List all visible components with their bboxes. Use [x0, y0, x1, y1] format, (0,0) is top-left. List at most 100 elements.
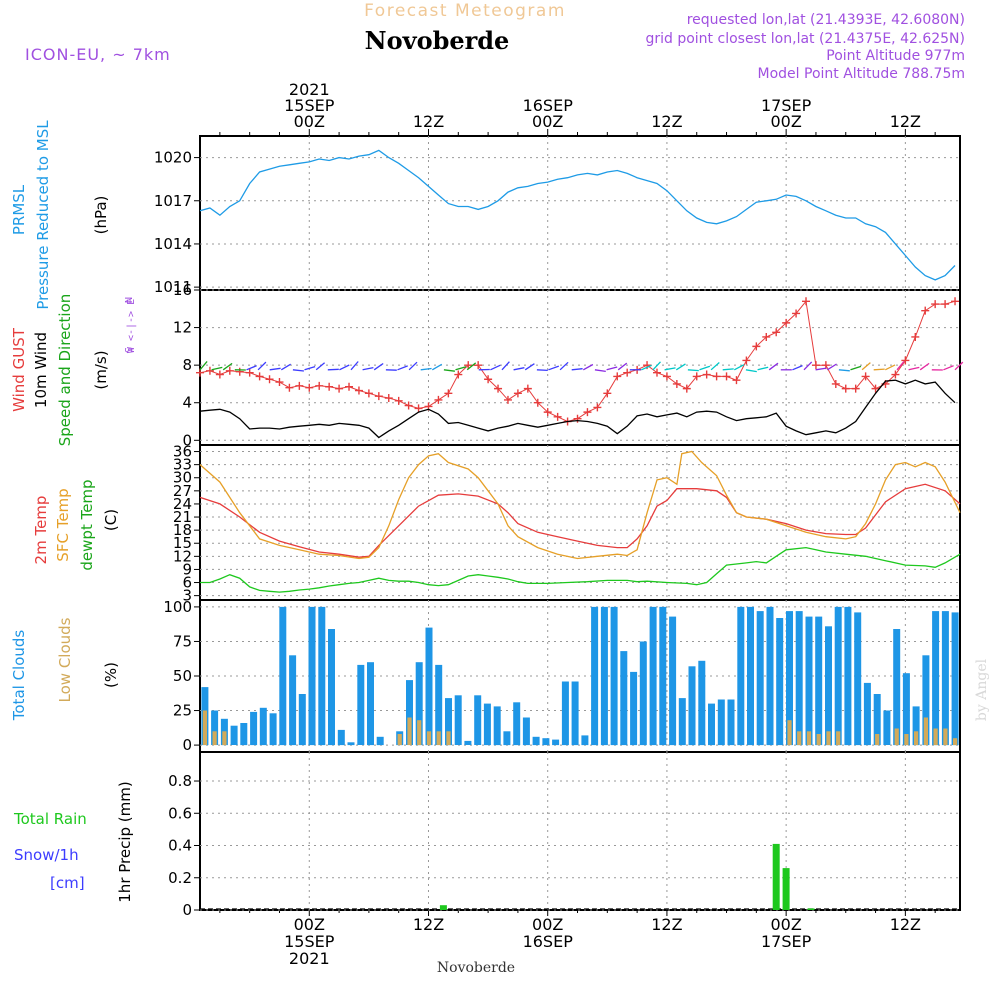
wind-arrow [838, 369, 850, 372]
gust-marker [752, 342, 761, 351]
time-label-top: 12Z [890, 112, 921, 131]
total-cloud-bar [951, 612, 959, 746]
total-cloud-bar [902, 673, 910, 746]
gust-marker [285, 383, 294, 392]
gust-marker [523, 384, 532, 393]
y-tick-label: 0 [182, 736, 192, 754]
gust-marker [662, 372, 671, 381]
gust-marker [802, 297, 811, 306]
gust-marker [464, 361, 473, 370]
y-tick-label: 0.6 [168, 804, 192, 822]
gust-marker [533, 398, 542, 407]
total-cloud-bar [815, 616, 823, 746]
total-cloud-bar [863, 682, 871, 746]
gust-marker [692, 372, 701, 381]
total-cloud-bar [912, 706, 920, 746]
wind-arrow [919, 362, 930, 371]
gust-marker [712, 372, 721, 381]
total-cloud-bar [318, 606, 326, 746]
gust-marker [652, 368, 661, 377]
wind-arrow [733, 364, 745, 371]
wind-arrow [675, 363, 686, 371]
wind-arrow [292, 369, 304, 372]
wind-arrow [582, 363, 594, 371]
total-cloud-bar [581, 735, 589, 746]
compass-n: N [124, 297, 135, 303]
point-altitude: Point Altitude 977m [826, 48, 965, 64]
gust-marker [305, 383, 314, 392]
rain-bar [439, 905, 447, 910]
gust-marker [543, 408, 552, 417]
gust-marker [921, 306, 930, 315]
total-cloud-bar [240, 723, 248, 746]
temp-unit: (C) [102, 509, 120, 531]
bottom-location: Novoberde [437, 960, 515, 976]
gust-marker [722, 372, 731, 381]
total-cloud-bar [328, 629, 335, 746]
time-label-top: 00Z [294, 112, 325, 131]
wind-arrow [699, 365, 711, 371]
gust-marker [593, 403, 602, 412]
wind-arrow [327, 368, 339, 371]
gust-marker [891, 370, 900, 379]
total-cloud-bar [357, 664, 365, 745]
total-cloud-bar [269, 713, 277, 746]
time-label-bottom: 00Z [770, 915, 801, 934]
wind-unit: (m/s) [92, 350, 110, 389]
rain-bar [782, 868, 790, 910]
gust-marker [454, 370, 463, 379]
wind-arrow [768, 362, 779, 371]
time-label-bottom: 2021 [289, 949, 330, 968]
total-cloud-bar [639, 641, 647, 746]
wind-arrow [536, 369, 548, 372]
low-cloud-bar [836, 731, 841, 746]
wind-arrow [606, 366, 618, 371]
wind-arrow [641, 364, 652, 371]
total-cloud-bar [493, 706, 501, 746]
wind-arrow [873, 368, 885, 371]
time-label-top: 12Z [651, 112, 682, 131]
gust-marker [613, 372, 622, 381]
cloud-unit: (%) [102, 662, 120, 688]
y-tick-label: 0.2 [168, 869, 192, 887]
low-cloud-bar [933, 728, 938, 746]
time-label-top: 17SEP [761, 96, 812, 115]
grid-lines [194, 129, 960, 916]
y-tick-label: 1011 [154, 278, 192, 296]
wind-arrow [722, 368, 734, 371]
total-cloud-bar [289, 655, 297, 746]
total-cloud-bar [259, 707, 267, 746]
snow-label: Snow/1h [14, 846, 79, 864]
time-label-bottom: 12Z [651, 915, 682, 934]
wind-arrow [652, 361, 661, 371]
low-cloud-bar [222, 731, 227, 746]
wind-arrow [710, 362, 720, 371]
gust-marker [742, 356, 751, 365]
total-cloud-bar [337, 729, 345, 746]
total-cloud-bar [649, 606, 657, 746]
y-tick-label: 0.4 [168, 837, 192, 855]
gust-marker [732, 376, 741, 385]
total-cloud-bar [893, 629, 901, 746]
wind-arrow [466, 362, 477, 371]
gust-marker [583, 408, 592, 417]
total-cloud-bar [532, 736, 540, 746]
wind10m-label: 10m Wind [32, 332, 50, 408]
low-cloud-bar [446, 731, 451, 746]
wind-arrow [745, 369, 757, 373]
total-cloud-bar [308, 606, 316, 746]
y-tick-label: 33 [173, 456, 192, 474]
total-cloud-bar [591, 606, 599, 746]
total-cloud-bar [630, 671, 638, 746]
low-cloud-bar [202, 710, 207, 745]
y-tick-label: 6 [182, 574, 192, 592]
gust-marker [384, 394, 393, 403]
total-cloud-bar [445, 698, 452, 746]
wind-arrow [664, 367, 676, 371]
wind-arrow [362, 366, 374, 371]
gust-label: Wind GUST [10, 327, 28, 412]
wind-dir-label: Speed and Direction [56, 294, 74, 447]
time-label-top: 00Z [770, 112, 801, 131]
gust-marker [603, 389, 612, 398]
gust-marker [474, 361, 483, 370]
